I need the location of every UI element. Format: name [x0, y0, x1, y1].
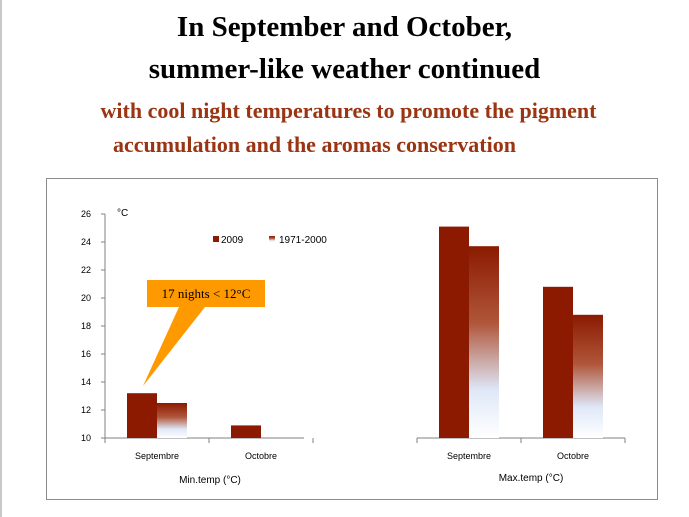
legend-label-1971-2000: 1971-2000 — [279, 235, 327, 246]
callout-text: 17 nights < 12°C — [162, 286, 251, 301]
x-category-label: Septembre — [135, 451, 179, 461]
x-category-label: Octobre — [245, 451, 277, 461]
group-label-max-temp: Max.temp (°C) — [499, 473, 564, 484]
x-category-label: Octobre — [557, 451, 589, 461]
legend: 2009 1971-2000 — [213, 235, 327, 246]
slide-title-line-2: summer-like weather continued — [148, 53, 541, 85]
callout-annotation: 17 nights < 12°C — [143, 280, 265, 386]
slide-subtitle-line-2: accumulation and the aromas conservation — [113, 132, 516, 157]
legend-swatch-2009 — [213, 236, 219, 242]
y-tick-label: 20 — [81, 293, 91, 303]
bar-max-septembre-2009 — [439, 226, 469, 438]
legend-label-2009: 2009 — [221, 235, 244, 246]
slide-subtitle-line-1: with cool night temperatures to promote … — [100, 98, 597, 123]
group-label-min-temp: Min.temp (°C) — [179, 475, 241, 486]
y-tick-label: 26 — [81, 209, 91, 219]
y-tick-label: 22 — [81, 265, 91, 275]
unit-label: °C — [117, 208, 128, 219]
bar-min-septembre-2009 — [127, 393, 157, 438]
x-category-label: Septembre — [447, 451, 491, 461]
bar-max-octobre-1971-2000 — [573, 314, 603, 438]
y-tick-label: 12 — [81, 405, 91, 415]
temperature-bar-chart: 10 12 14 16 18 20 22 24 26 Septembre Octobre Septem… — [81, 208, 626, 486]
bar-min-octobre-2009 — [231, 425, 261, 438]
bar-min-septembre-1971-2000 — [157, 403, 187, 438]
callout-pointer — [143, 307, 205, 386]
y-tick-label: 18 — [81, 321, 91, 331]
y-tick-label: 10 — [81, 433, 91, 443]
left-edge-rule — [0, 0, 2, 517]
chart-frame: 10 12 14 16 18 20 22 24 26 Septembre Octobre Septem… — [46, 178, 658, 500]
y-tick-label: 24 — [81, 237, 91, 247]
y-tick-label: 14 — [81, 377, 91, 387]
legend-swatch-1971-2000 — [269, 236, 275, 242]
bar-max-septembre-1971-2000 — [469, 246, 499, 438]
slide-title-line-1: In September and October, — [176, 11, 513, 43]
callout-box — [147, 280, 265, 307]
bar-max-octobre-2009 — [543, 286, 573, 438]
y-tick-label: 16 — [81, 349, 91, 359]
